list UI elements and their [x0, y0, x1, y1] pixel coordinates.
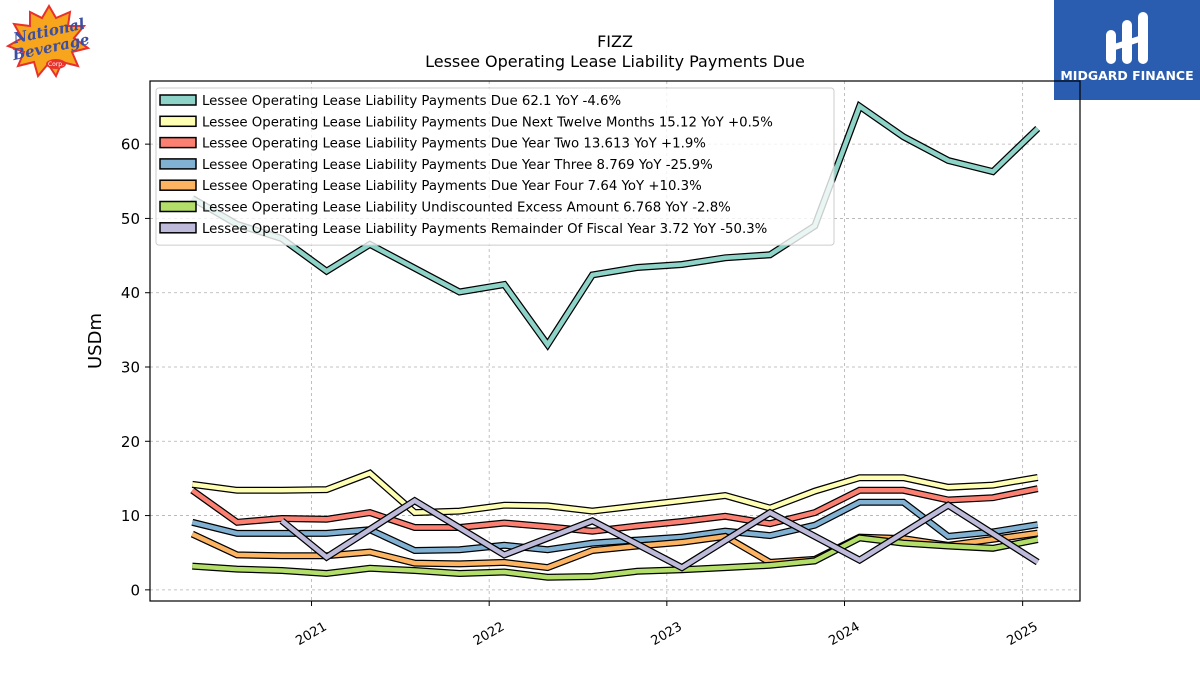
x-tick-label: 2025	[1004, 619, 1040, 649]
midgard-logo-icon	[1104, 10, 1150, 70]
legend-label: Lessee Operating Lease Liability Payment…	[202, 179, 702, 194]
chart-title: FIZZ Lessee Operating Lease Liability Pa…	[150, 32, 1080, 72]
x-tick-label: 2024	[826, 619, 862, 649]
svg-text:Corp.: Corp.	[48, 61, 64, 68]
series-line	[192, 535, 1039, 580]
legend-swatch	[159, 200, 197, 213]
legend-label: Lessee Operating Lease Liability Payment…	[202, 94, 621, 109]
y-tick-label: 10	[121, 507, 140, 525]
midgard-finance-badge: MIDGARD FINANCE	[1054, 0, 1200, 100]
legend-label: Lessee Operating Lease Liability Payment…	[202, 222, 767, 237]
legend-swatch	[159, 94, 197, 106]
legend-box	[155, 87, 835, 246]
y-tick-label: 60	[121, 136, 140, 154]
x-tick-label: 2022	[471, 619, 507, 649]
legend-swatch	[159, 222, 197, 234]
legend-label: Lessee Operating Lease Liability Undisco…	[202, 201, 731, 216]
chart-subtitle: Lessee Operating Lease Liability Payment…	[425, 52, 805, 71]
y-tick-label: 0	[130, 581, 140, 599]
x-tick-label: 2023	[649, 619, 685, 649]
legend-label: Lessee Operating Lease Liability Payment…	[202, 115, 773, 130]
chart-ticker: FIZZ	[597, 32, 633, 51]
badge-label: MIDGARD FINANCE	[1060, 68, 1194, 83]
legend-swatch	[159, 115, 197, 128]
y-axis-label: USDm	[85, 313, 106, 369]
legend-swatch	[159, 158, 197, 170]
series-line	[191, 499, 1039, 553]
series-line	[280, 498, 1039, 571]
national-beverage-logo: National Beverage Corp.	[4, 4, 94, 80]
y-tick-label: 50	[121, 210, 140, 228]
legend-swatch	[159, 179, 197, 191]
series-line	[192, 470, 1039, 515]
plot-frame	[149, 80, 1081, 602]
legend-label: Lessee Operating Lease Liability Payment…	[202, 158, 713, 173]
series-line	[191, 102, 1040, 349]
legend-label: Lessee Operating Lease Liability Payment…	[202, 137, 706, 152]
legend-swatch	[159, 136, 197, 149]
x-tick-label: 2021	[293, 619, 329, 649]
y-tick-label: 30	[121, 359, 140, 377]
y-tick-label: 20	[121, 433, 140, 451]
y-tick-label: 40	[121, 284, 140, 302]
